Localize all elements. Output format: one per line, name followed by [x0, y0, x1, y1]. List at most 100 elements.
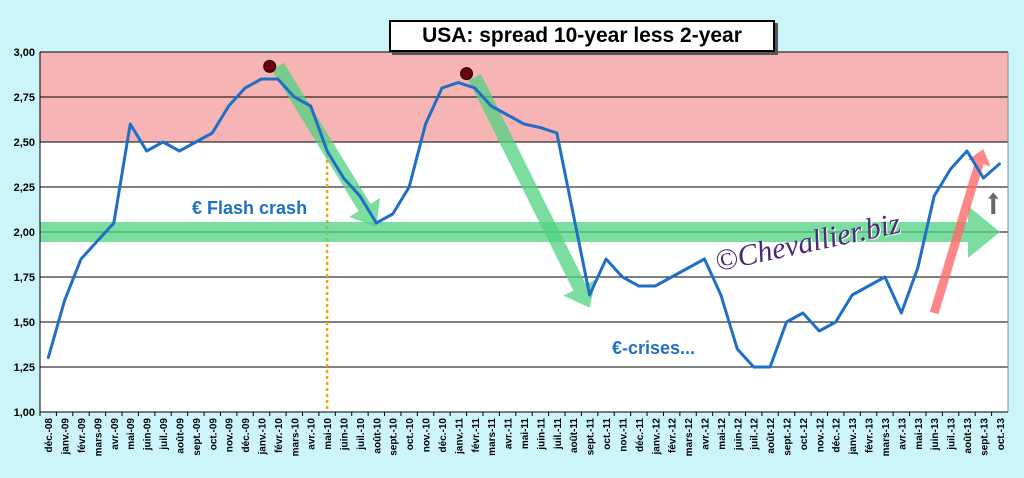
x-tick-label: oct.-12 [799, 418, 810, 451]
x-tick-label: févr.-09 [77, 418, 88, 453]
data-point [736, 347, 739, 351]
x-tick-label: oct.-13 [996, 418, 1007, 451]
x-tick-label: juin-13 [930, 418, 941, 452]
chart-title: USA: spread 10-year less 2-year [389, 20, 775, 52]
x-axis: déc.-08 janv.-09 févr.-09 mars-09 avr.-09 mai… [39, 411, 1008, 457]
data-point [834, 320, 837, 324]
x-tick-label: mars-11 [487, 418, 498, 456]
x-tick-label: oct.-10 [405, 418, 416, 451]
data-point [752, 365, 755, 369]
data-point [555, 131, 559, 135]
peak-marker-0 [263, 59, 277, 73]
x-tick-label: avr.-10 [307, 418, 318, 450]
downtrend-arrow-2010-head [349, 197, 381, 227]
data-point [719, 293, 723, 297]
x-tick-label: déc.-12 [832, 418, 843, 453]
data-point [358, 194, 362, 198]
x-tick-label: juin-11 [536, 418, 547, 451]
data-point [457, 81, 460, 84]
data-point [900, 311, 903, 315]
x-tick-label: févr.-12 [668, 418, 679, 453]
data-point [998, 162, 1001, 165]
data-point [982, 176, 985, 180]
data-point [227, 104, 230, 108]
data-point [112, 221, 116, 225]
x-tick-label: juin-10 [340, 418, 351, 452]
data-point [539, 126, 542, 129]
annotation-flash-crash: € Flash crash [192, 198, 308, 218]
data-point [489, 104, 493, 108]
x-tick-label: janv.-10 [257, 418, 268, 456]
data-point [293, 95, 296, 99]
x-tick-label: mai-11 [520, 418, 531, 450]
peak-marker-1 [460, 67, 474, 81]
data-point [342, 176, 345, 180]
annotation-eurocrises: €-crises... [612, 338, 696, 358]
data-point [637, 284, 641, 288]
data-point [867, 284, 870, 288]
x-tick-label: avr.-11 [504, 418, 515, 450]
x-tick-label: janv.-09 [61, 418, 72, 456]
x-tick-label: juil.-12 [750, 418, 761, 451]
data-point [949, 167, 952, 171]
data-point [211, 131, 214, 135]
x-tick-label: sept.-10 [389, 418, 400, 456]
data-point [621, 275, 624, 279]
uptrend-arrow-2013-head [968, 149, 991, 167]
x-tick-label: nov.-12 [815, 418, 826, 453]
data-point [916, 266, 919, 270]
data-point [194, 140, 198, 144]
x-tick-label: oct.-09 [208, 418, 219, 451]
x-tick-label: mars-13 [881, 418, 892, 457]
data-point [391, 212, 394, 216]
x-tick-label: août-09 [175, 418, 186, 454]
x-tick-label: août-13 [963, 418, 974, 454]
x-tick-label: nov.-11 [618, 418, 629, 452]
y-tick-label: 1,00 [14, 407, 35, 419]
y-tick-label: 1,25 [14, 362, 35, 374]
x-tick-label: sept.-11 [586, 418, 597, 456]
data-point [604, 257, 608, 261]
x-tick-label: avr.-13 [897, 418, 908, 450]
x-tick-label: déc.-10 [438, 418, 449, 453]
x-tick-label: juil.-09 [159, 418, 170, 451]
x-tick-label: juil.-13 [947, 418, 958, 451]
data-point [161, 140, 165, 144]
peak-markers [263, 59, 474, 81]
uptrend-arrow-2013-shaft [929, 161, 984, 315]
x-tick-label: nov.-10 [422, 418, 433, 453]
y-tick-label: 1,50 [14, 317, 35, 329]
x-tick-label: févr.-10 [274, 418, 285, 453]
data-point [276, 77, 280, 81]
data-point [129, 122, 132, 126]
data-point [96, 239, 99, 243]
horizontal-trend-arrow-head [968, 206, 1000, 258]
data-point [375, 221, 378, 225]
x-tick-label: févr.-13 [865, 418, 876, 453]
data-point [965, 149, 969, 153]
data-point [440, 86, 444, 90]
data-point [932, 194, 936, 198]
data-point [325, 149, 329, 153]
x-tick-label: août-10 [372, 418, 383, 454]
data-point [145, 149, 148, 153]
data-point [522, 122, 526, 126]
x-tick-label: mai-12 [717, 418, 728, 450]
data-point [785, 320, 788, 324]
data-point [883, 275, 887, 279]
data-point [407, 185, 411, 189]
small-up-arrow-head [988, 192, 999, 199]
x-tick-label: janv.-13 [848, 418, 859, 456]
downtrend-arrow-2011-shaft [468, 74, 586, 291]
x-tick-label: oct.-11 [602, 418, 613, 450]
data-point [801, 311, 805, 315]
x-tick-label: mai-10 [323, 418, 334, 450]
x-tick-label: janv.-11 [454, 418, 465, 455]
x-tick-label: juin-09 [143, 418, 154, 452]
x-tick-label: sept.-13 [979, 418, 990, 456]
data-point [506, 113, 509, 117]
y-tick-label: 3,00 [14, 47, 35, 59]
x-tick-label: nov.-09 [225, 418, 236, 453]
x-tick-label: mars-09 [93, 418, 104, 457]
